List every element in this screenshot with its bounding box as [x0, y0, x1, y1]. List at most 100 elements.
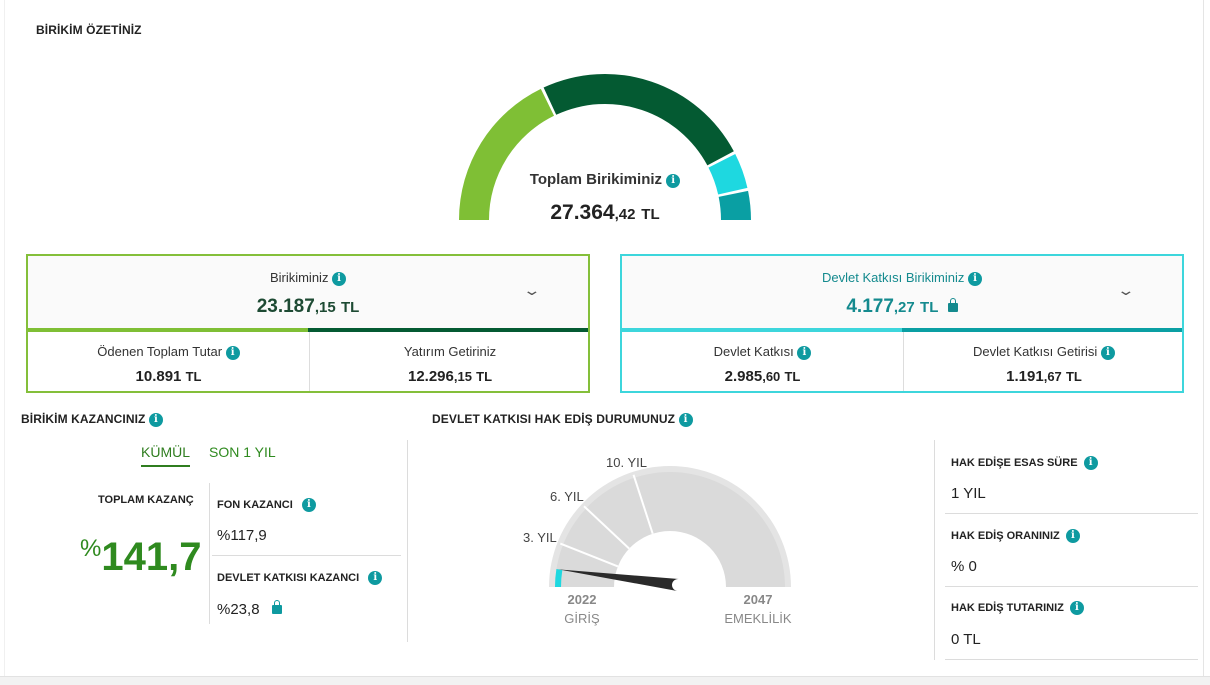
- odenen-toplam-title-text: Ödenen Toplam Tutar: [97, 344, 223, 359]
- devlet-getiri-cell: Devlet Katkısı Getirisi i 1.191,67 TL: [903, 332, 1184, 391]
- dg-currency: TL: [1065, 369, 1082, 384]
- devlet-getiri-value: 1.191,67 TL: [904, 368, 1184, 385]
- toplam-kazanc-label: TOPLAM KAZANÇ: [98, 494, 194, 506]
- birikim-card: Birikiminiz i 23.187,15 TL ⌄ Ödenen Topl…: [26, 254, 590, 393]
- toplam-kazanc-number: 141,7: [101, 535, 202, 579]
- info-icon[interactable]: i: [368, 571, 383, 585]
- divider: [212, 555, 401, 556]
- devlet-getiri-title-text: Devlet Katkısı Getirisi: [973, 344, 1098, 359]
- chevron-down-icon[interactable]: ⌄: [522, 282, 542, 298]
- start-year: 2022: [568, 592, 597, 607]
- page-frame: [4, 0, 1204, 678]
- hakedis-sure-value: 1 YIL: [951, 485, 986, 502]
- dg-value-dec: ,67: [1043, 369, 1062, 384]
- hakedis-tutar-label-text: HAK EDİŞ TUTARINIZ: [951, 602, 1064, 614]
- info-icon[interactable]: i: [1069, 601, 1084, 615]
- info-icon[interactable]: i: [666, 174, 681, 188]
- odenen-toplam-cell: Ödenen Toplam Tutar i 10.891 TL: [28, 332, 309, 391]
- divider: [407, 440, 408, 642]
- devlet-katkisi-card: Devlet Katkısı Birikiminiz i 4.177,27 TL…: [620, 254, 1184, 393]
- toplam-kazanc-value: %141,7: [80, 535, 201, 580]
- devlet-card-header[interactable]: Devlet Katkısı Birikiminiz i 4.177,27 TL…: [622, 256, 1182, 328]
- gauge-segment-4: [718, 190, 751, 220]
- info-icon[interactable]: i: [1065, 529, 1080, 543]
- gauge-segment-1: [459, 88, 555, 220]
- devlet-katkisi-title: Devlet Katkısı i: [622, 344, 903, 360]
- stage-label-3-yil: 3. YIL: [523, 530, 557, 545]
- fon-kazanci-label-text: FON KAZANCI: [217, 499, 293, 511]
- info-icon[interactable]: i: [148, 413, 163, 427]
- gauge-needle: [558, 569, 679, 591]
- devlet-katkisi-cell: Devlet Katkısı i 2.985,60 TL: [622, 332, 903, 391]
- total-currency: TL: [641, 206, 660, 223]
- total-savings-value: 27.364,42 TL: [0, 201, 1210, 225]
- birikim-card-title: Birikiminiz i: [28, 270, 588, 286]
- devlet-kazanci-value-text: %23,8: [217, 601, 260, 618]
- odenen-value-int: 10.891: [135, 368, 182, 385]
- stage-label-10-yil: 10. YIL: [606, 455, 647, 470]
- dk-value-int: 2.985: [724, 368, 763, 385]
- yatirim-value-int: 12.296: [407, 368, 454, 385]
- info-icon[interactable]: i: [301, 498, 316, 512]
- birikim-card-value: 23.187,15 TL: [28, 296, 588, 318]
- odenen-currency: TL: [185, 369, 202, 384]
- hakedis-tutar-value: 0 TL: [951, 631, 981, 648]
- yatirim-getiri-title: Yatırım Getiriniz: [403, 344, 497, 359]
- birikim-card-header[interactable]: Birikiminiz i 23.187,15 TL ⌄: [28, 256, 588, 328]
- birikim-value-dec: ,15: [314, 299, 336, 316]
- devlet-getiri-title: Devlet Katkısı Getirisi i: [904, 344, 1184, 360]
- dk-value-dec: ,60: [762, 369, 781, 384]
- chevron-down-icon[interactable]: ⌄: [1116, 282, 1136, 298]
- total-value-dec: ,42: [614, 206, 636, 223]
- end-label: EMEKLİLİK: [724, 611, 792, 626]
- devlet-card-title: Devlet Katkısı Birikiminiz i: [622, 270, 1182, 286]
- divider: [945, 586, 1198, 587]
- total-value-int: 27.364: [550, 201, 615, 224]
- bottom-strip: [0, 676, 1210, 685]
- hakedis-tutar-label: HAK EDİŞ TUTARINIZ i: [951, 601, 1084, 615]
- devlet-card-value: 4.177,27 TL: [622, 296, 1182, 318]
- info-icon[interactable]: i: [678, 413, 693, 427]
- gauge-segment-3: [708, 154, 748, 195]
- summary-title: BİRİKİM ÖZETİNİZ: [36, 23, 142, 37]
- divider: [934, 440, 935, 660]
- info-icon[interactable]: i: [967, 272, 982, 286]
- info-icon[interactable]: i: [797, 346, 812, 360]
- info-icon[interactable]: i: [1100, 346, 1115, 360]
- hakedis-section-title: DEVLET KATKISI HAK EDİŞ DURUMUNUZ i: [432, 412, 693, 427]
- odenen-toplam-title: Ödenen Toplam Tutar i: [28, 344, 309, 360]
- divider: [945, 659, 1198, 660]
- end-year: 2047: [744, 592, 773, 607]
- start-label: GİRİŞ: [564, 611, 600, 626]
- devlet-katkisi-title-text: Devlet Katkısı: [713, 344, 794, 359]
- info-icon[interactable]: i: [332, 272, 347, 286]
- stage-divider-2: [583, 505, 630, 550]
- kazanc-section-title: BİRİKİM KAZANCINIZ i: [21, 412, 163, 427]
- birikim-card-title-text: Birikiminiz: [269, 270, 329, 285]
- devlet-value-int: 4.177: [846, 296, 894, 317]
- stage-divider-3: [632, 474, 654, 535]
- divider: [209, 483, 210, 624]
- dk-currency: TL: [784, 369, 801, 384]
- kazanc-title-text: BİRİKİM KAZANCINIZ: [21, 412, 146, 426]
- info-icon[interactable]: i: [1083, 456, 1098, 470]
- percent-symbol: %: [80, 535, 102, 562]
- divider: [945, 513, 1198, 514]
- stage-label-6-yil: 6. YIL: [550, 489, 584, 504]
- hakedis-oran-label-text: HAK EDİŞ ORANINIZ: [951, 530, 1060, 542]
- hakedis-title-text: DEVLET KATKISI HAK EDİŞ DURUMUNUZ: [432, 412, 676, 426]
- dg-value-int: 1.191: [1006, 368, 1044, 385]
- hakedis-sure-label-text: HAK EDİŞE ESAS SÜRE: [951, 457, 1078, 469]
- tab-son-1-yil[interactable]: SON 1 YIL: [209, 444, 276, 460]
- birikim-bar-right: [308, 328, 588, 332]
- devlet-kazanci-label-text: DEVLET KATKISI KAZANCI: [217, 572, 360, 584]
- gauge-segment-2: [543, 74, 734, 166]
- hakedis-oran-label: HAK EDİŞ ORANINIZ i: [951, 529, 1080, 543]
- total-savings-label: Toplam Birikiminiz i: [0, 171, 1210, 188]
- tab-kumul[interactable]: KÜMÜL: [141, 444, 191, 467]
- total-savings-gauge: [459, 74, 751, 220]
- devlet-currency: TL: [920, 299, 939, 316]
- stage-divider-1: [559, 542, 619, 568]
- info-icon[interactable]: i: [225, 346, 240, 360]
- hakedis-gauge: 3. YIL 6. YIL 10. YIL 2022 GİRİŞ 2047 EM…: [523, 455, 792, 626]
